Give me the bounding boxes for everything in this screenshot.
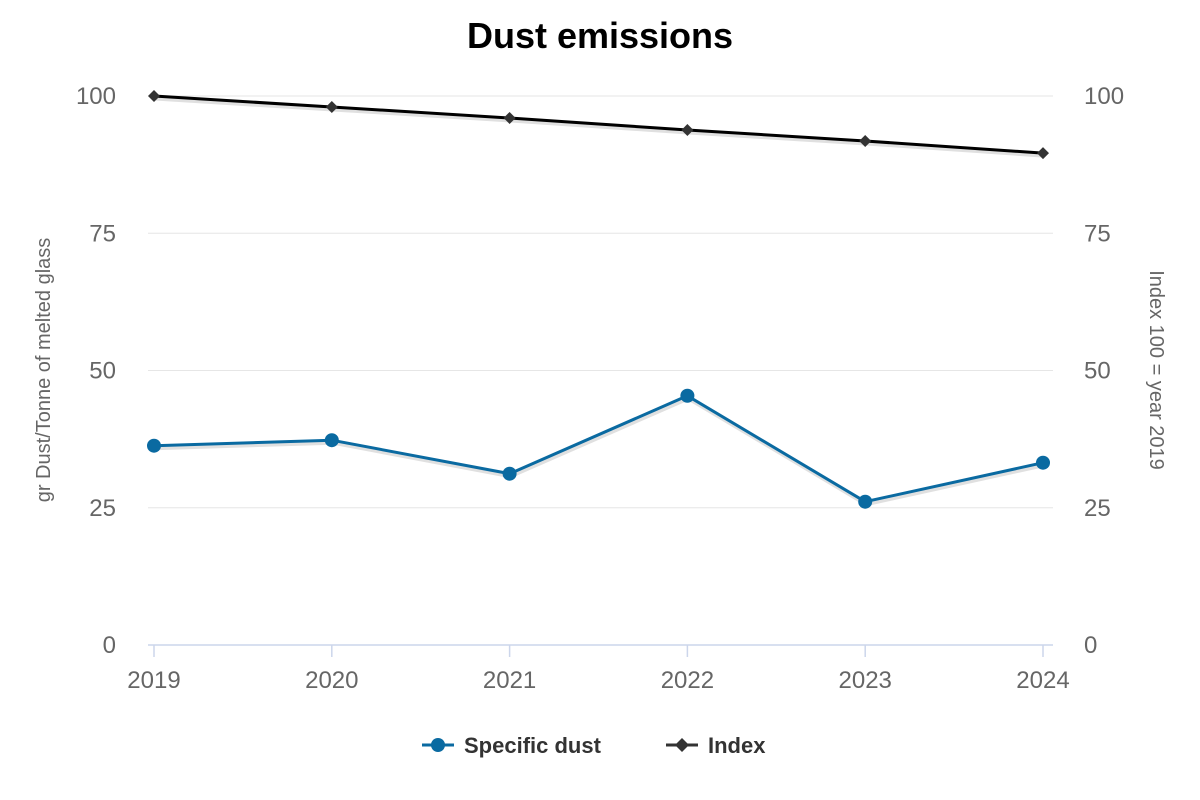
point-specific-dust[interactable]: [680, 388, 695, 403]
x-tick-label: 2021: [483, 667, 536, 694]
x-tick-label: 2020: [305, 667, 358, 694]
gridlines: [148, 95, 1053, 509]
y-axis-right: 0 25 50 75 100: [1084, 83, 1124, 659]
series-line-specific-dust: [153, 394, 1044, 504]
y-left-tick-label: 75: [89, 220, 116, 247]
legend-item-specific-dust[interactable]: Specific dust: [422, 733, 602, 758]
legend-item-index[interactable]: Index: [666, 733, 766, 758]
y-right-tick-label: 50: [1084, 358, 1111, 385]
y-right-tick-label: 75: [1084, 220, 1111, 247]
series-line-shadow: [154, 394, 1045, 507]
x-tick-label: 2019: [127, 667, 180, 694]
x-axis: 2019 2020 2021 2022 2023 2024: [127, 644, 1070, 694]
point-index[interactable]: [503, 111, 516, 124]
series-line-index: [153, 94, 1044, 155]
point-index[interactable]: [859, 135, 872, 148]
x-tick-label: 2023: [839, 667, 892, 694]
y-left-tick-label: 0: [103, 632, 116, 659]
y-right-tick-label: 25: [1084, 495, 1111, 522]
legend-label-index: Index: [708, 733, 766, 758]
series-specific-dust: [147, 388, 1050, 509]
series-line-shadow: [154, 95, 1045, 158]
legend-marker-diamond-icon: [675, 738, 689, 752]
legend-label-specific-dust: Specific dust: [464, 733, 602, 758]
chart-title: Dust emissions: [467, 15, 733, 56]
point-specific-dust[interactable]: [502, 466, 517, 481]
y-axis-right-title: Index 100 = year 2019: [1145, 270, 1167, 470]
legend: Specific dust Index: [422, 733, 766, 758]
y-left-tick-label: 25: [89, 495, 116, 522]
y-right-tick-label: 100: [1084, 83, 1124, 110]
x-tick-label: 2022: [661, 667, 714, 694]
point-index[interactable]: [325, 100, 338, 113]
y-right-tick-label: 0: [1084, 632, 1097, 659]
point-specific-dust[interactable]: [1036, 455, 1050, 470]
point-index[interactable]: [1037, 147, 1049, 160]
y-axis-left: 0 25 50 75 100: [76, 83, 116, 659]
point-index[interactable]: [148, 90, 160, 102]
series-index: [148, 90, 1049, 160]
point-specific-dust[interactable]: [858, 494, 873, 509]
x-tick-label: 2024: [1016, 667, 1069, 694]
y-axis-left-title: gr Dust/Tonne of melted glass: [33, 238, 55, 503]
y-left-tick-label: 100: [76, 83, 116, 110]
point-specific-dust[interactable]: [147, 438, 161, 453]
point-index[interactable]: [681, 124, 694, 137]
y-left-tick-label: 50: [89, 358, 116, 385]
point-specific-dust[interactable]: [324, 433, 339, 448]
legend-marker-circle-icon: [431, 738, 445, 752]
series: [147, 90, 1050, 509]
